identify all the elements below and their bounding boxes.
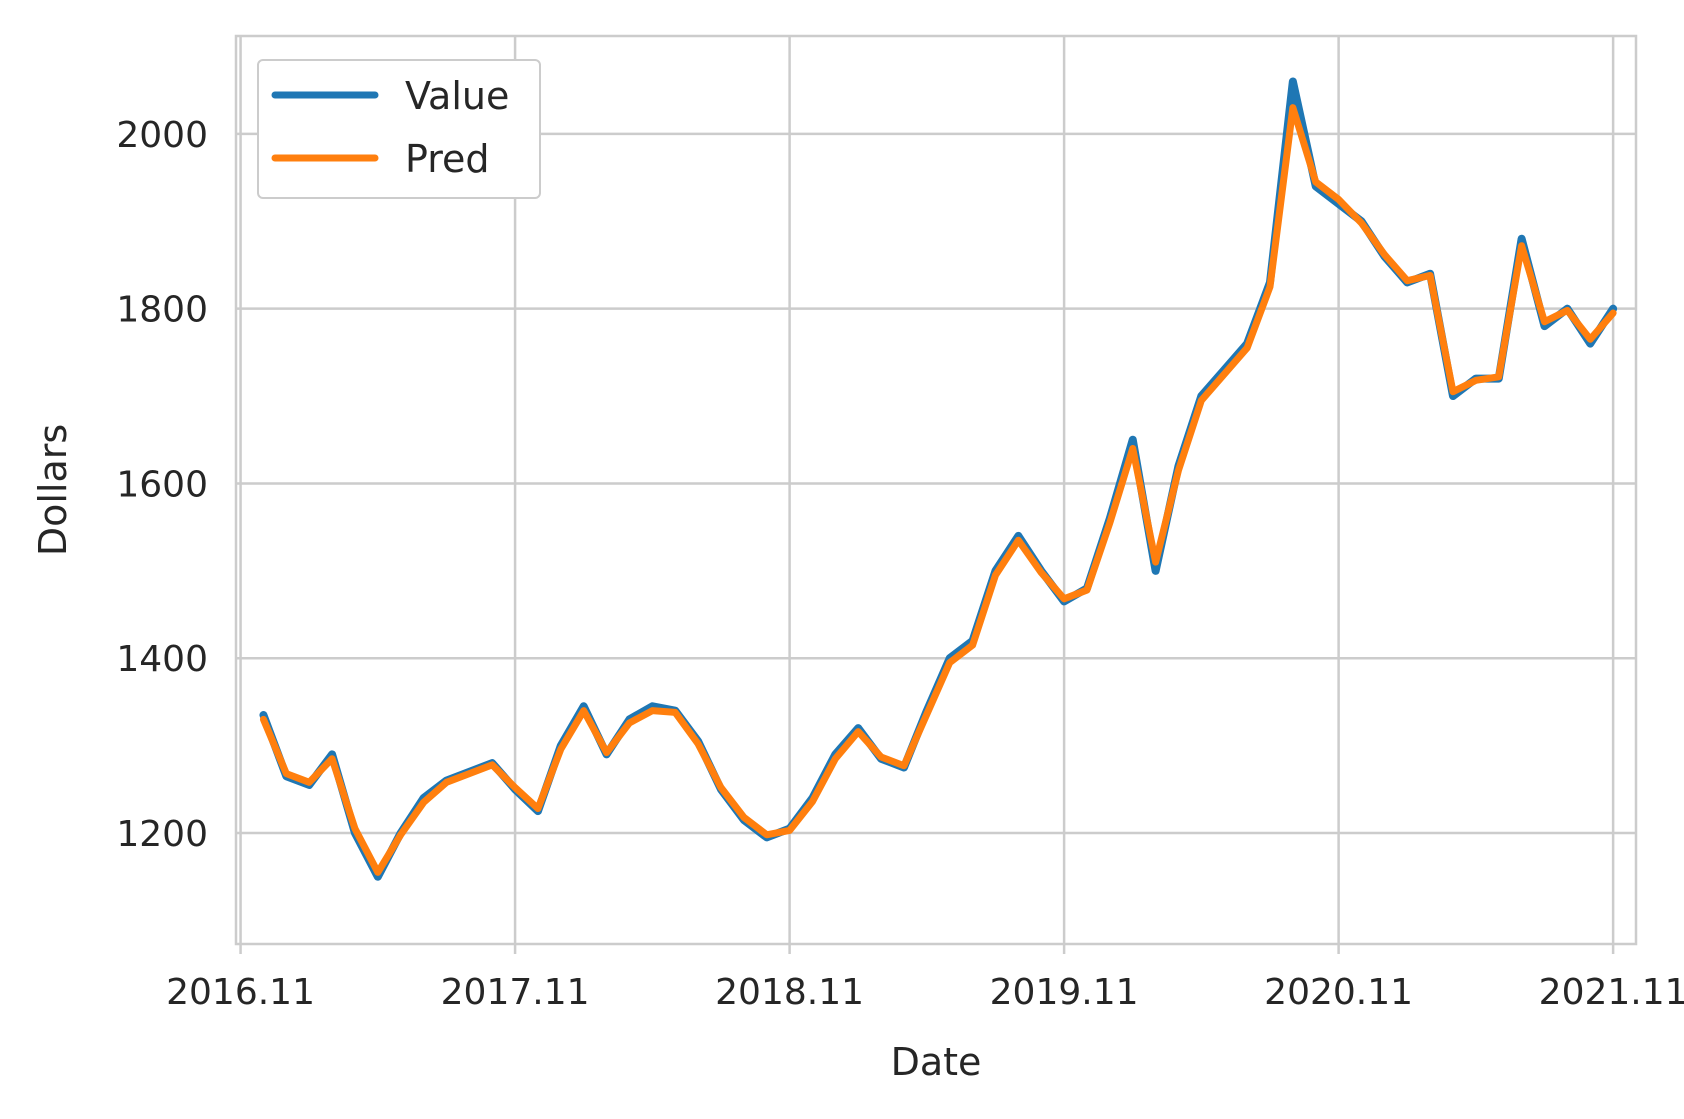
tick-layer: 1200 1400 1600 1800 2000 2016.11 2017.11 2018.1… — [116, 115, 1684, 1013]
plot-frame — [234, 34, 1638, 946]
y-tick-label: 1400 — [116, 639, 208, 680]
y-tick-label: 1200 — [116, 814, 208, 855]
y-tick-label: 1600 — [116, 464, 208, 505]
x-tick-label: 2019.11 — [990, 972, 1139, 1013]
legend: Value Pred — [257, 59, 541, 199]
y-tick-label: 2000 — [116, 115, 208, 156]
series-layer — [259, 77, 1618, 881]
grid-layer — [236, 36, 1636, 944]
x-tick-label: 2020.11 — [1264, 972, 1413, 1013]
legend-label-pred: Pred — [405, 137, 490, 181]
x-tick-label: 2018.11 — [715, 972, 864, 1013]
legend-label-value: Value — [405, 74, 509, 118]
x-axis-label: Date — [891, 1040, 982, 1084]
y-axis-label: Dollars — [31, 424, 75, 556]
series-line-pred — [259, 104, 1617, 876]
y-tick-label: 1800 — [116, 290, 208, 331]
x-tick-label: 2021.11 — [1539, 972, 1684, 1013]
x-tick-label: 2016.11 — [166, 972, 315, 1013]
x-tick-label: 2017.11 — [441, 972, 590, 1013]
